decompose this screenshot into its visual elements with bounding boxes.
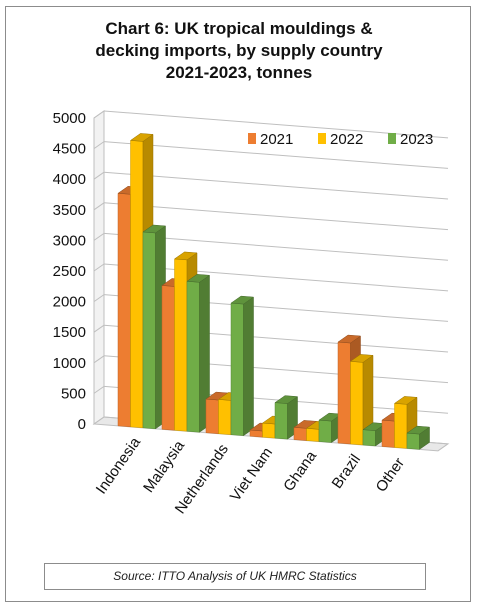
bar-front (230, 302, 244, 436)
bar-front (142, 231, 156, 430)
x-tick-label: Viet Nam (227, 444, 276, 504)
bar-front (186, 281, 200, 433)
gridline-depth (93, 171, 105, 180)
bar-front (274, 402, 288, 440)
bar-2023-netherlands (230, 295, 255, 437)
bar-front (381, 419, 395, 448)
bar-front (394, 403, 408, 449)
bar-front (306, 428, 320, 442)
source-note: Source: ITTO Analysis of UK HMRC Statist… (44, 563, 426, 590)
bar-top (393, 396, 418, 405)
y-axis-tick-labels: 0 500 1000 1500 2000 2500 3000 3500 4000 4500 5000 (53, 110, 86, 433)
bar-top (230, 295, 255, 305)
gridline-depth (93, 232, 105, 241)
bar-top (406, 425, 431, 435)
bar-front (337, 341, 351, 445)
x-tick-label: Brazil (329, 451, 364, 491)
bar-front (218, 399, 232, 435)
legend-swatch-2022 (318, 133, 326, 144)
x-tick-label: Other (373, 455, 408, 495)
gridline-depth (93, 355, 105, 364)
y-tick-label: 5000 (53, 110, 86, 127)
gridline (103, 171, 449, 200)
gridline-depth (93, 416, 105, 425)
x-tick-label: Indonesia (93, 434, 145, 498)
bar-top (142, 224, 167, 234)
y-tick-label: 3000 (53, 232, 86, 249)
bar-top (274, 395, 299, 404)
y-tick-label: 4500 (53, 141, 86, 158)
bar-top (129, 133, 154, 142)
y-tick-label: 500 (61, 385, 86, 402)
legend: 2021 2022 2023 (248, 131, 433, 148)
gridline (103, 141, 449, 169)
bar-front (293, 427, 307, 441)
bar-front (174, 258, 188, 432)
bar-front (362, 429, 376, 447)
bar-top (186, 274, 211, 283)
bar-top (173, 251, 198, 261)
x-tick-label: Ghana (280, 447, 320, 494)
legend-swatch-2021 (248, 133, 256, 144)
y-tick-label: 1500 (53, 324, 86, 341)
gridline-depth (93, 141, 105, 150)
gridline-depth (93, 324, 105, 333)
bar-front (350, 361, 364, 446)
bar-front (205, 398, 219, 434)
legend-label-2021: 2021 (260, 131, 293, 148)
bar-front (161, 285, 175, 431)
legend-label-2023: 2023 (400, 131, 433, 148)
bar-front (318, 419, 332, 443)
gridline-depth (93, 385, 105, 394)
bar-top (349, 354, 374, 363)
bar-top (337, 334, 362, 344)
bar-2022-brazil (349, 354, 374, 446)
gridline-depth (93, 294, 105, 303)
bars (117, 133, 431, 450)
bar-front (130, 140, 144, 429)
x-tick-label: Malaysia (140, 437, 188, 496)
legend-label-2022: 2022 (330, 131, 363, 148)
gridline-depth (93, 110, 105, 119)
bar-front (117, 193, 131, 428)
y-tick-label: 4000 (53, 171, 86, 188)
y-tick-label: 0 (78, 416, 86, 433)
gridline-depth (93, 202, 105, 211)
chart-title: Chart 6: UK tropical mouldings & decking… (95, 19, 383, 82)
y-tick-label: 2500 (53, 263, 86, 280)
bar-2022-other (393, 396, 418, 449)
bar-front (262, 422, 276, 439)
bar-2023-malaysia (186, 274, 211, 433)
y-tick-label: 1000 (53, 355, 86, 372)
bar-side (243, 296, 254, 437)
legend-swatch-2023 (388, 133, 396, 144)
y-tick-label: 3500 (53, 202, 86, 219)
bar-front (406, 432, 420, 450)
bar-2023-other (406, 425, 431, 450)
gridline (103, 202, 449, 231)
gridline-depth (93, 263, 105, 272)
y-tick-label: 2000 (53, 294, 86, 311)
